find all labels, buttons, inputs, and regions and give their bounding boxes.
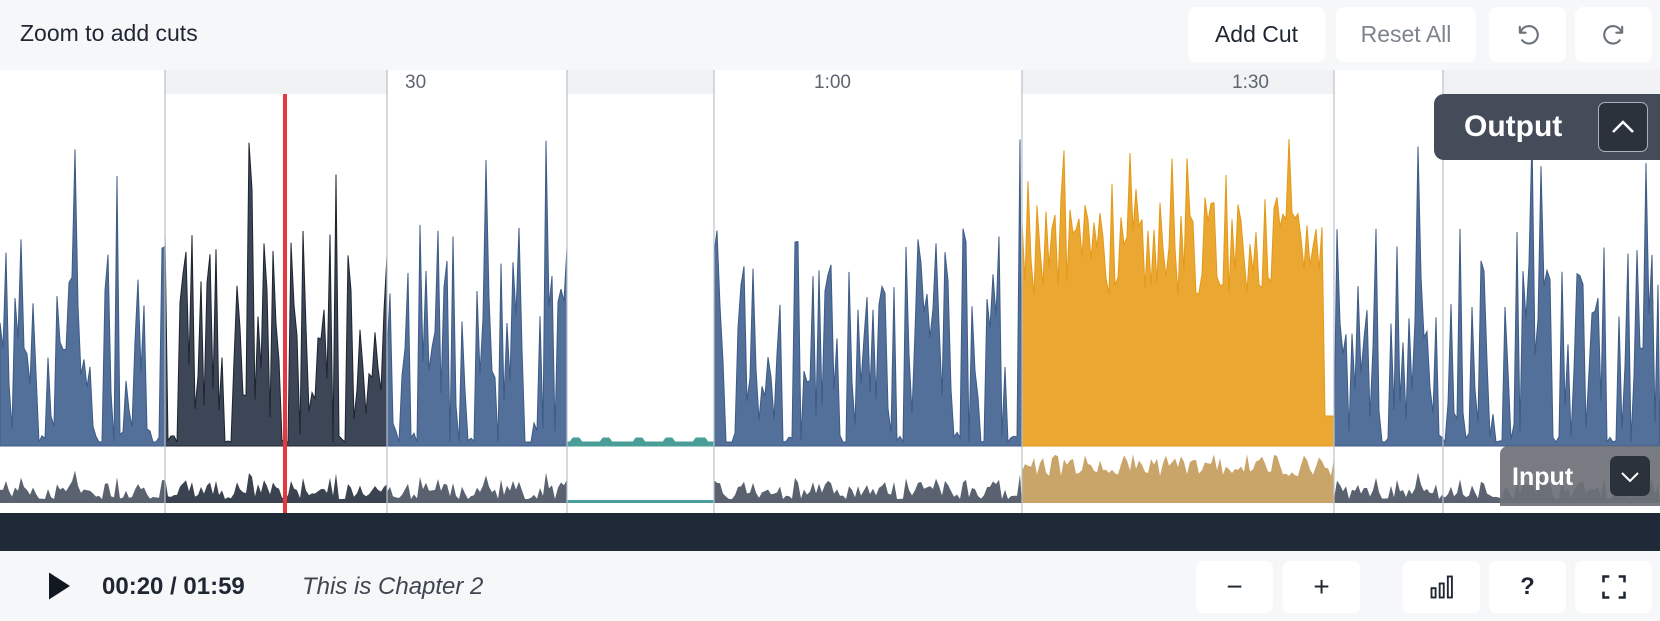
input-waveform-selected [165,472,387,503]
output-waveform-normal [1333,135,1660,447]
timeline-scrollbar[interactable] [0,513,1660,551]
input-waveform-normal [714,474,1022,503]
chevron-up-icon [1612,120,1634,133]
input-waveform-highlight [1022,454,1334,503]
undo-icon [1518,24,1539,45]
time-ruler[interactable]: 30 1:00 1:30 [0,70,1660,94]
output-label: Output [1464,110,1563,143]
chevron-down-icon [1621,472,1639,483]
redo-icon [1602,24,1623,45]
help-button[interactable]: ? [1489,561,1566,613]
fullscreen-icon [1601,575,1626,599]
tick-label-30: 30 [405,72,427,93]
top-toolbar: Zoom to add cuts Add Cut Reset All [0,0,1660,70]
output-waveform-silence [566,437,715,447]
fullscreen-button[interactable] [1575,561,1652,613]
ruler-band [165,70,387,94]
play-icon [49,572,70,600]
ruler-band [1022,70,1334,94]
output-track-tab: Output [1434,94,1660,160]
bar-chart-icon [1430,575,1453,599]
timeline[interactable]: 30 1:00 1:30 Output Input [0,70,1660,513]
stats-button[interactable] [1403,561,1480,613]
tick-label-1-30: 1:30 [1232,72,1269,93]
time-display: 00:20 / 01:59 [102,573,245,600]
redo-button[interactable] [1575,7,1652,62]
playhead[interactable] [283,94,287,513]
add-cut-button[interactable]: Add Cut [1188,7,1325,62]
player-bar: 00:20 / 01:59 This is Chapter 2 − + ? [0,551,1660,621]
output-waveform-selected [164,142,388,447]
input-expand-button[interactable] [1610,456,1650,496]
zoom-in-button[interactable]: + [1283,561,1360,613]
tick-label-1-00: 1:00 [814,72,851,93]
waveform[interactable] [0,70,1660,513]
input-waveform-normal [387,472,567,503]
input-waveform-normal [0,470,165,503]
output-waveform-highlight [1021,139,1335,447]
output-collapse-button[interactable] [1598,102,1648,152]
zoom-out-button[interactable]: − [1196,561,1273,613]
ruler-band [567,70,714,94]
input-track-tab: Input [1500,446,1660,506]
output-waveform-normal [386,140,568,447]
ruler-band [1443,70,1660,94]
reset-all-button[interactable]: Reset All [1336,7,1476,62]
output-waveform-normal [713,139,1023,447]
output-waveform-normal [0,149,166,447]
undo-button[interactable] [1489,7,1566,62]
play-button[interactable] [40,568,76,604]
input-waveform-silence [567,500,714,503]
input-label: Input [1512,463,1574,491]
chapter-title: This is Chapter 2 [302,573,484,600]
zoom-hint: Zoom to add cuts [20,20,198,46]
